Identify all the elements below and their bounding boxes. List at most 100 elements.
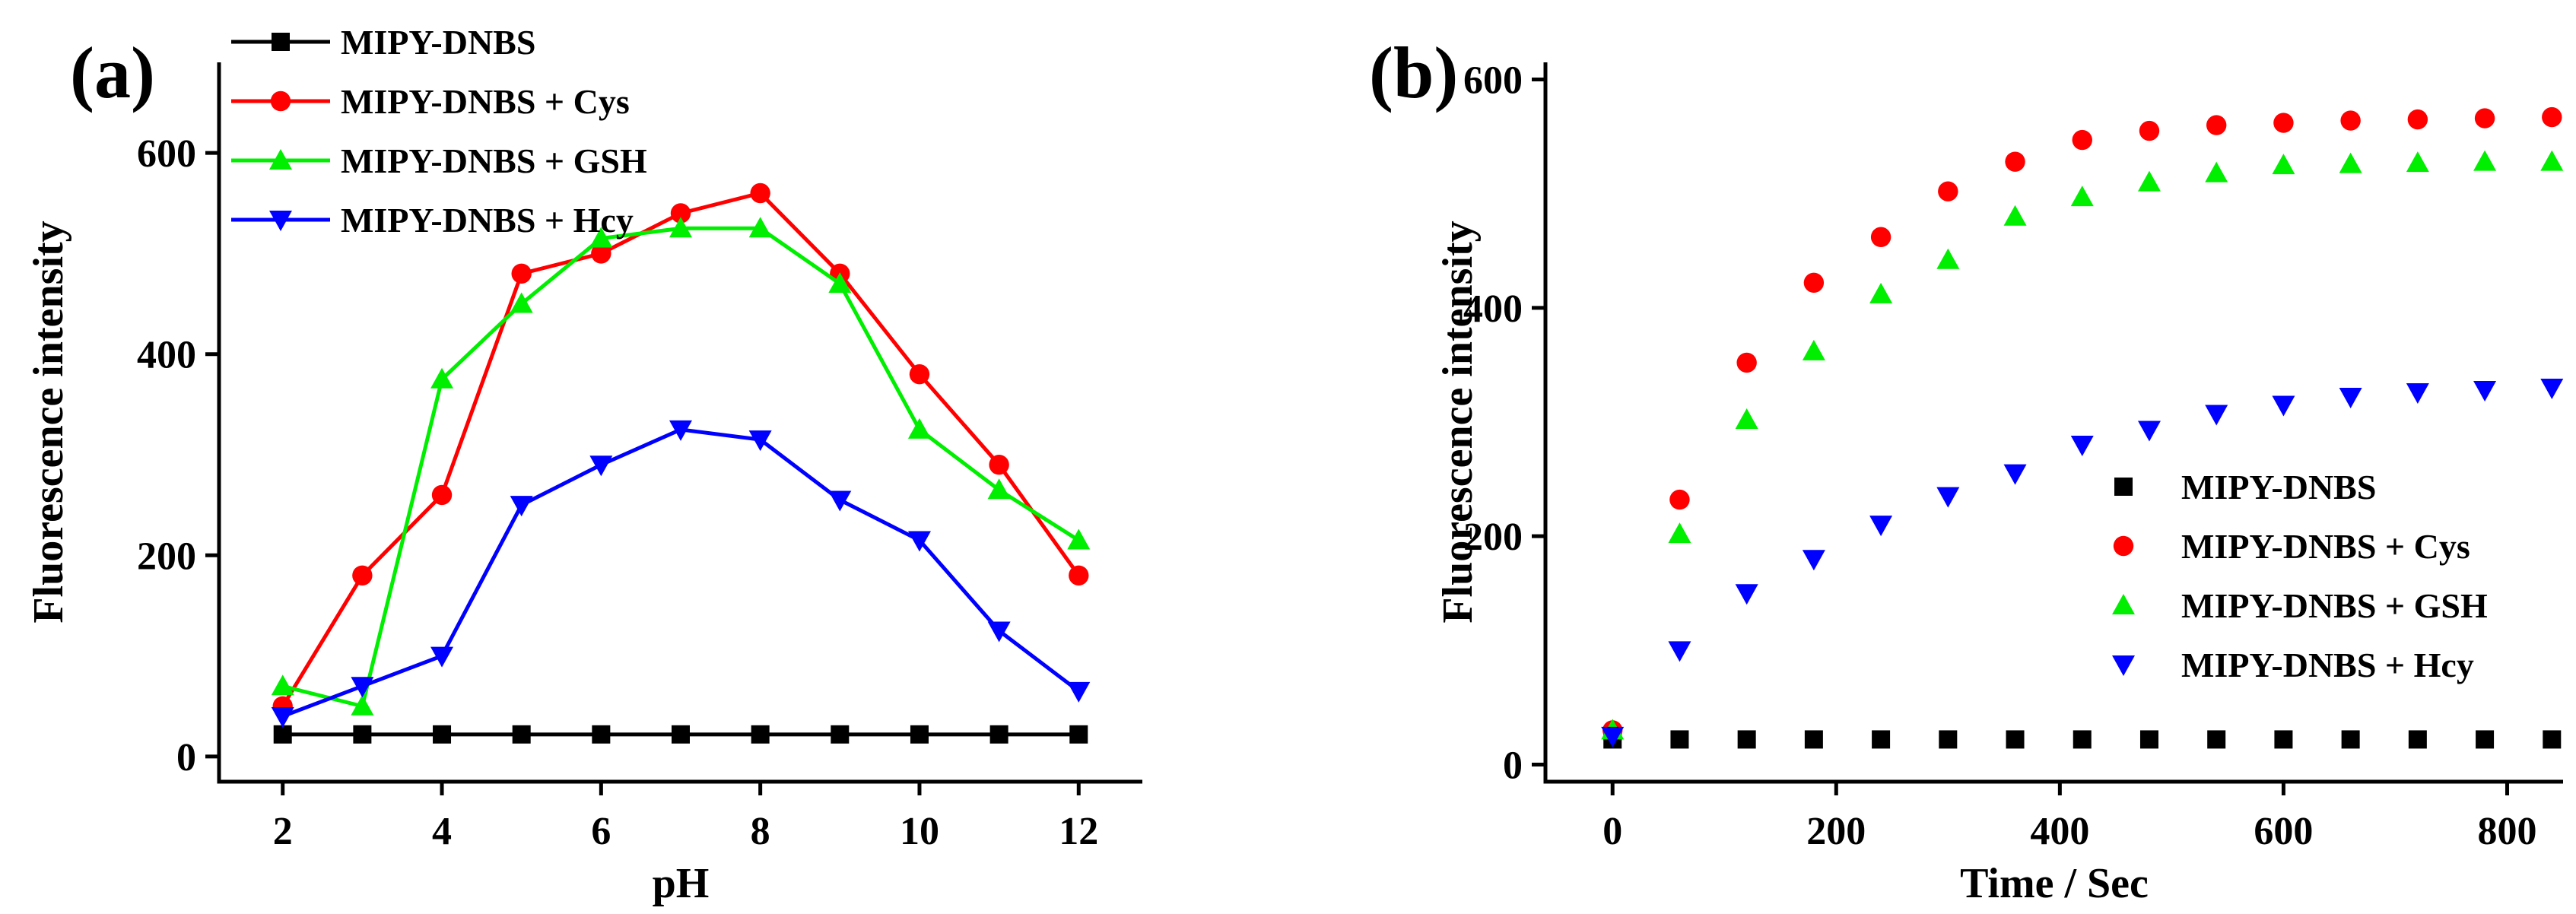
- data-point: [907, 531, 931, 552]
- data-point: [431, 484, 453, 506]
- x-tick-label: 800: [2477, 810, 2536, 853]
- y-tick-label: 600: [137, 132, 196, 176]
- series-b-0: [1603, 730, 2562, 749]
- data-point: [2407, 109, 2428, 130]
- data-point: [751, 725, 770, 744]
- series-b-1: [1602, 106, 2562, 741]
- data-point: [1735, 408, 1758, 429]
- legend-marker: [2113, 535, 2134, 557]
- data-point: [1736, 352, 1757, 373]
- series-line: [282, 226, 1080, 709]
- x-tick-label: 600: [2254, 810, 2313, 853]
- data-point: [909, 363, 930, 385]
- y-tick-label: 0: [176, 736, 196, 779]
- series-b-3: [1601, 378, 2564, 747]
- y-tick-label: 400: [1463, 287, 1523, 331]
- x-axis-title-b: Time / Sec: [1960, 860, 2149, 907]
- data-point: [828, 490, 852, 512]
- legend-marker: [270, 90, 291, 112]
- data-point: [2139, 730, 2158, 749]
- legend-marker: [2112, 655, 2135, 676]
- data-point: [2272, 154, 2295, 175]
- data-point: [1601, 726, 1625, 747]
- legend-label: MIPY-DNBS + GSH: [2181, 586, 2488, 625]
- data-point: [2473, 380, 2497, 401]
- legend-item: MIPY-DNBS + GSH: [2112, 586, 2488, 625]
- legend-marker: [2112, 594, 2135, 614]
- data-point: [2006, 730, 2025, 749]
- y-axis-title-b: Fluorescence intensity: [1434, 221, 1482, 623]
- data-point: [1936, 487, 1960, 508]
- data-point: [669, 420, 692, 441]
- chart-panel-a: (a) 2 4 6 8 10 12 0 200 400 600 pH Fluorescence inte…: [25, 23, 1142, 907]
- data-point: [1067, 681, 1091, 703]
- data-point: [2473, 150, 2497, 171]
- data-point: [351, 677, 374, 698]
- panel-label-b: (b): [1369, 32, 1458, 113]
- data-point: [1938, 181, 1958, 202]
- data-point: [1735, 584, 1758, 605]
- data-point: [2341, 730, 2360, 749]
- data-point: [2272, 395, 2295, 417]
- data-point: [589, 455, 613, 477]
- data-point: [989, 725, 1008, 744]
- data-point: [2139, 120, 2160, 141]
- x-tick-label: 400: [2030, 810, 2089, 853]
- data-point: [831, 725, 850, 744]
- data-point: [511, 263, 532, 284]
- series-a-1: [272, 182, 1089, 716]
- y-tick-label: 400: [137, 334, 196, 377]
- data-point: [2540, 378, 2564, 399]
- series-line: [281, 427, 1080, 719]
- data-point: [1869, 516, 1893, 537]
- data-point: [2070, 186, 2094, 207]
- x-tick-label: 8: [751, 810, 770, 853]
- data-point: [273, 725, 292, 744]
- legend-label: MIPY-DNBS + GSH: [341, 141, 647, 180]
- data-point: [750, 182, 770, 204]
- data-point: [987, 478, 1011, 500]
- data-point: [2070, 436, 2094, 457]
- series-line: [281, 191, 1081, 708]
- series-a-0: [273, 725, 1088, 744]
- data-point: [907, 417, 931, 439]
- data-point: [1669, 489, 1690, 510]
- data-point: [2274, 730, 2293, 749]
- data-point: [592, 725, 611, 744]
- data-point: [2137, 170, 2161, 192]
- data-point: [2542, 106, 2562, 128]
- data-point: [353, 725, 372, 744]
- series-a-3: [271, 420, 1091, 728]
- data-point: [1737, 730, 1756, 749]
- legend-label: MIPY-DNBS: [341, 23, 535, 62]
- x-tick-label: 12: [1059, 810, 1098, 853]
- data-point: [1069, 565, 1089, 586]
- data-point: [2543, 730, 2562, 749]
- legend-item: MIPY-DNBS + Cys: [2113, 527, 2470, 566]
- legend-b: MIPY-DNBS MIPY-DNBS + Cys MIPY-DNBS + GSH M…: [2112, 468, 2488, 684]
- legend-label: MIPY-DNBS + Hcy: [341, 201, 634, 240]
- data-point: [271, 707, 294, 728]
- axes-b: [1543, 62, 2563, 784]
- data-point: [1804, 730, 1823, 749]
- legend-marker: [272, 33, 290, 51]
- data-point: [2273, 113, 2294, 133]
- legend-item: MIPY-DNBS: [2114, 468, 2376, 506]
- data-point: [669, 217, 692, 238]
- data-point: [589, 227, 613, 248]
- x-tick-label: 10: [900, 810, 939, 853]
- legend-item: MIPY-DNBS + Hcy: [231, 201, 634, 240]
- data-point: [1802, 550, 1825, 571]
- data-point: [1872, 730, 1891, 749]
- series-a-2: [271, 217, 1091, 716]
- data-point: [2003, 205, 2027, 226]
- legend-label: MIPY-DNBS: [2181, 468, 2376, 506]
- chart-panel-b: (b) 0 200 400 600 800 0 200 400 600 Time / Sec Fluo…: [1369, 32, 2564, 907]
- data-point: [351, 694, 374, 716]
- data-point: [2205, 161, 2228, 182]
- x-tick-label: 0: [1602, 810, 1622, 853]
- x-tick-label: 6: [591, 810, 611, 853]
- data-point: [1870, 227, 1892, 247]
- data-point: [2003, 464, 2027, 485]
- legend-marker: [2114, 478, 2133, 496]
